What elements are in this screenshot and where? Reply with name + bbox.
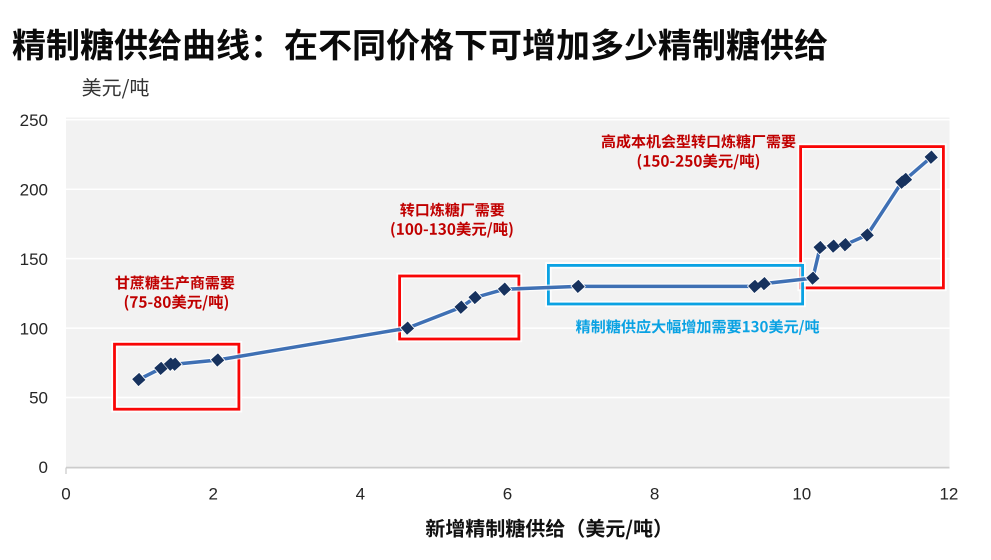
svg-text:4: 4 bbox=[356, 484, 365, 503]
svg-text:0: 0 bbox=[39, 458, 48, 477]
svg-text:250: 250 bbox=[20, 111, 48, 130]
svg-text:0: 0 bbox=[61, 484, 70, 503]
svg-text:8: 8 bbox=[650, 484, 659, 503]
svg-text:200: 200 bbox=[20, 180, 48, 199]
svg-text:100: 100 bbox=[20, 319, 48, 338]
svg-text:150: 150 bbox=[20, 250, 48, 269]
svg-text:10: 10 bbox=[792, 484, 811, 503]
svg-text:6: 6 bbox=[503, 484, 512, 503]
svg-text:2: 2 bbox=[208, 484, 217, 503]
svg-text:12: 12 bbox=[939, 484, 958, 503]
svg-text:50: 50 bbox=[29, 389, 48, 408]
